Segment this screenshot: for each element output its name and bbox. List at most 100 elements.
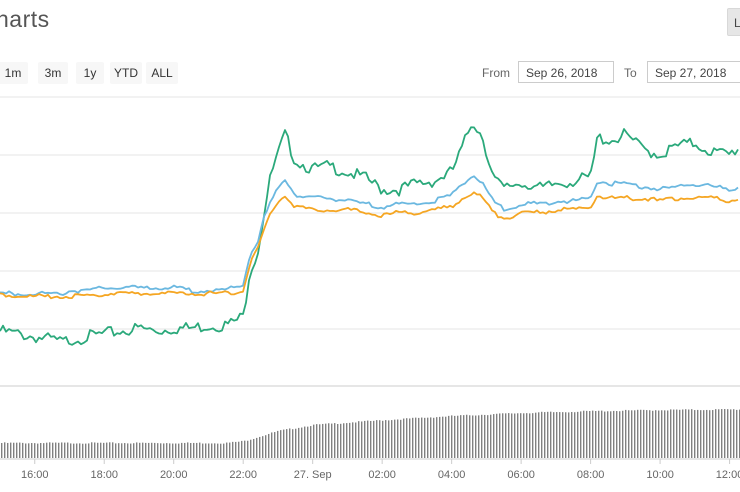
volume-bar-211: [634, 410, 636, 458]
page-title: harts: [0, 6, 50, 32]
volume-bar-231: [694, 410, 696, 458]
volume-bar-183: [550, 411, 552, 458]
volume-bar-87: [262, 436, 264, 458]
volume-bar-143: [430, 417, 432, 458]
volume-bar-41: [124, 443, 126, 458]
x-tick-label-6: 04:00: [438, 469, 466, 481]
volume-bar-17: [52, 442, 54, 458]
volume-bar-184: [553, 412, 555, 458]
volume-bar-124: [373, 420, 375, 458]
volume-bar-189: [568, 412, 570, 458]
volume-bar-164: [493, 414, 495, 458]
volume-bar-139: [418, 417, 420, 458]
volume-bar-123: [370, 420, 372, 458]
volume-bar-62: [187, 442, 189, 458]
volume-bar-70: [211, 443, 213, 458]
volume-bar-22: [67, 442, 69, 458]
volume-bar-232: [697, 409, 699, 458]
volume-bar-203: [610, 411, 612, 458]
volume-bar-37: [112, 442, 114, 458]
volume-bar-52: [157, 443, 159, 458]
volume-bar-193: [580, 411, 582, 458]
volume-bar-168: [505, 413, 507, 458]
volume-bar-161: [484, 414, 486, 458]
range-all-button[interactable]: ALL: [146, 62, 178, 84]
volume-bar-82: [247, 440, 249, 458]
volume-bar-154: [463, 415, 465, 458]
volume-bar-34: [103, 442, 105, 458]
volume-bar-140: [421, 417, 423, 458]
volume-bar-44: [133, 443, 135, 458]
volume-bar-84: [253, 438, 255, 458]
volume-bar-197: [592, 410, 594, 458]
volume-bar-245: [736, 409, 738, 458]
corner-button[interactable]: Li: [727, 8, 740, 36]
volume-bar-205: [616, 411, 618, 458]
volume-bar-10: [31, 443, 33, 458]
volume-bar-107: [322, 423, 324, 458]
from-label: From: [482, 66, 510, 80]
series-lines: [0, 126, 739, 346]
range-1y-button[interactable]: 1y: [76, 62, 104, 84]
volume-bar-59: [178, 443, 180, 458]
volume-bar-64: [193, 442, 195, 458]
volume-bar-55: [166, 443, 168, 458]
series-line-orange: [0, 191, 739, 300]
to-date-input[interactable]: Sep 27, 2018: [647, 61, 740, 83]
volume-bar-63: [190, 442, 192, 458]
volume-bar-105: [316, 424, 318, 458]
volume-bar-26: [79, 443, 81, 458]
volume-bar-148: [445, 416, 447, 458]
volume-bar-51: [154, 442, 156, 458]
range-3m-button[interactable]: 3m: [38, 62, 68, 84]
volume-bar-145: [436, 417, 438, 458]
volume-bar-23: [70, 443, 72, 458]
range-ytd-button[interactable]: YTD: [110, 62, 142, 84]
volume-bar-7: [22, 442, 24, 458]
volume-bar-108: [325, 423, 327, 458]
range-1m-button[interactable]: 1m: [0, 62, 28, 84]
from-date-input[interactable]: Sep 26, 2018: [518, 61, 614, 83]
volume-bar-220: [661, 410, 663, 458]
volume-bar-230: [691, 409, 693, 458]
volume-bar-176: [529, 413, 531, 458]
volume-bar-130: [391, 420, 393, 458]
volume-bar-152: [457, 415, 459, 458]
volume-bar-4: [13, 442, 15, 458]
volume-bar-66: [199, 442, 201, 458]
volume-bar-15: [46, 442, 48, 458]
volume-bar-90: [271, 432, 273, 458]
x-tick-label-10: 12:00: [716, 469, 740, 481]
volume-bar-16: [49, 442, 51, 458]
x-tick-label-3: 22:00: [229, 469, 257, 481]
volume-bar-199: [598, 410, 600, 458]
volume-bar-221: [664, 410, 666, 458]
volume-bar-73: [220, 443, 222, 458]
volume-bar-50: [151, 442, 153, 458]
volume-bar-222: [667, 410, 669, 458]
volume-bar-106: [319, 424, 321, 458]
volume-bar-116: [349, 422, 351, 458]
volume-bar-243: [730, 409, 732, 458]
volume-bar-95: [286, 429, 288, 458]
volume-bar-18: [55, 442, 57, 458]
volume-bar-178: [535, 412, 537, 458]
volume-bar-20: [61, 442, 63, 458]
volume-bar-172: [517, 413, 519, 458]
volume-bar-198: [595, 411, 597, 458]
volume-bar-9: [28, 443, 30, 458]
volume-bar-226: [679, 409, 681, 458]
volume-bar-57: [172, 443, 174, 458]
volume-bar-233: [700, 410, 702, 458]
volume-bar-179: [538, 412, 540, 458]
volume-bar-58: [175, 443, 177, 458]
volume-bar-30: [91, 442, 93, 458]
volume-bar-101: [304, 426, 306, 458]
volume-bar-133: [400, 419, 402, 458]
volume-bar-11: [34, 443, 36, 458]
volume-bar-165: [496, 413, 498, 458]
x-tick-label-1: 18:00: [90, 469, 118, 481]
volume-bar-239: [718, 409, 720, 458]
volume-bar-185: [556, 412, 558, 458]
